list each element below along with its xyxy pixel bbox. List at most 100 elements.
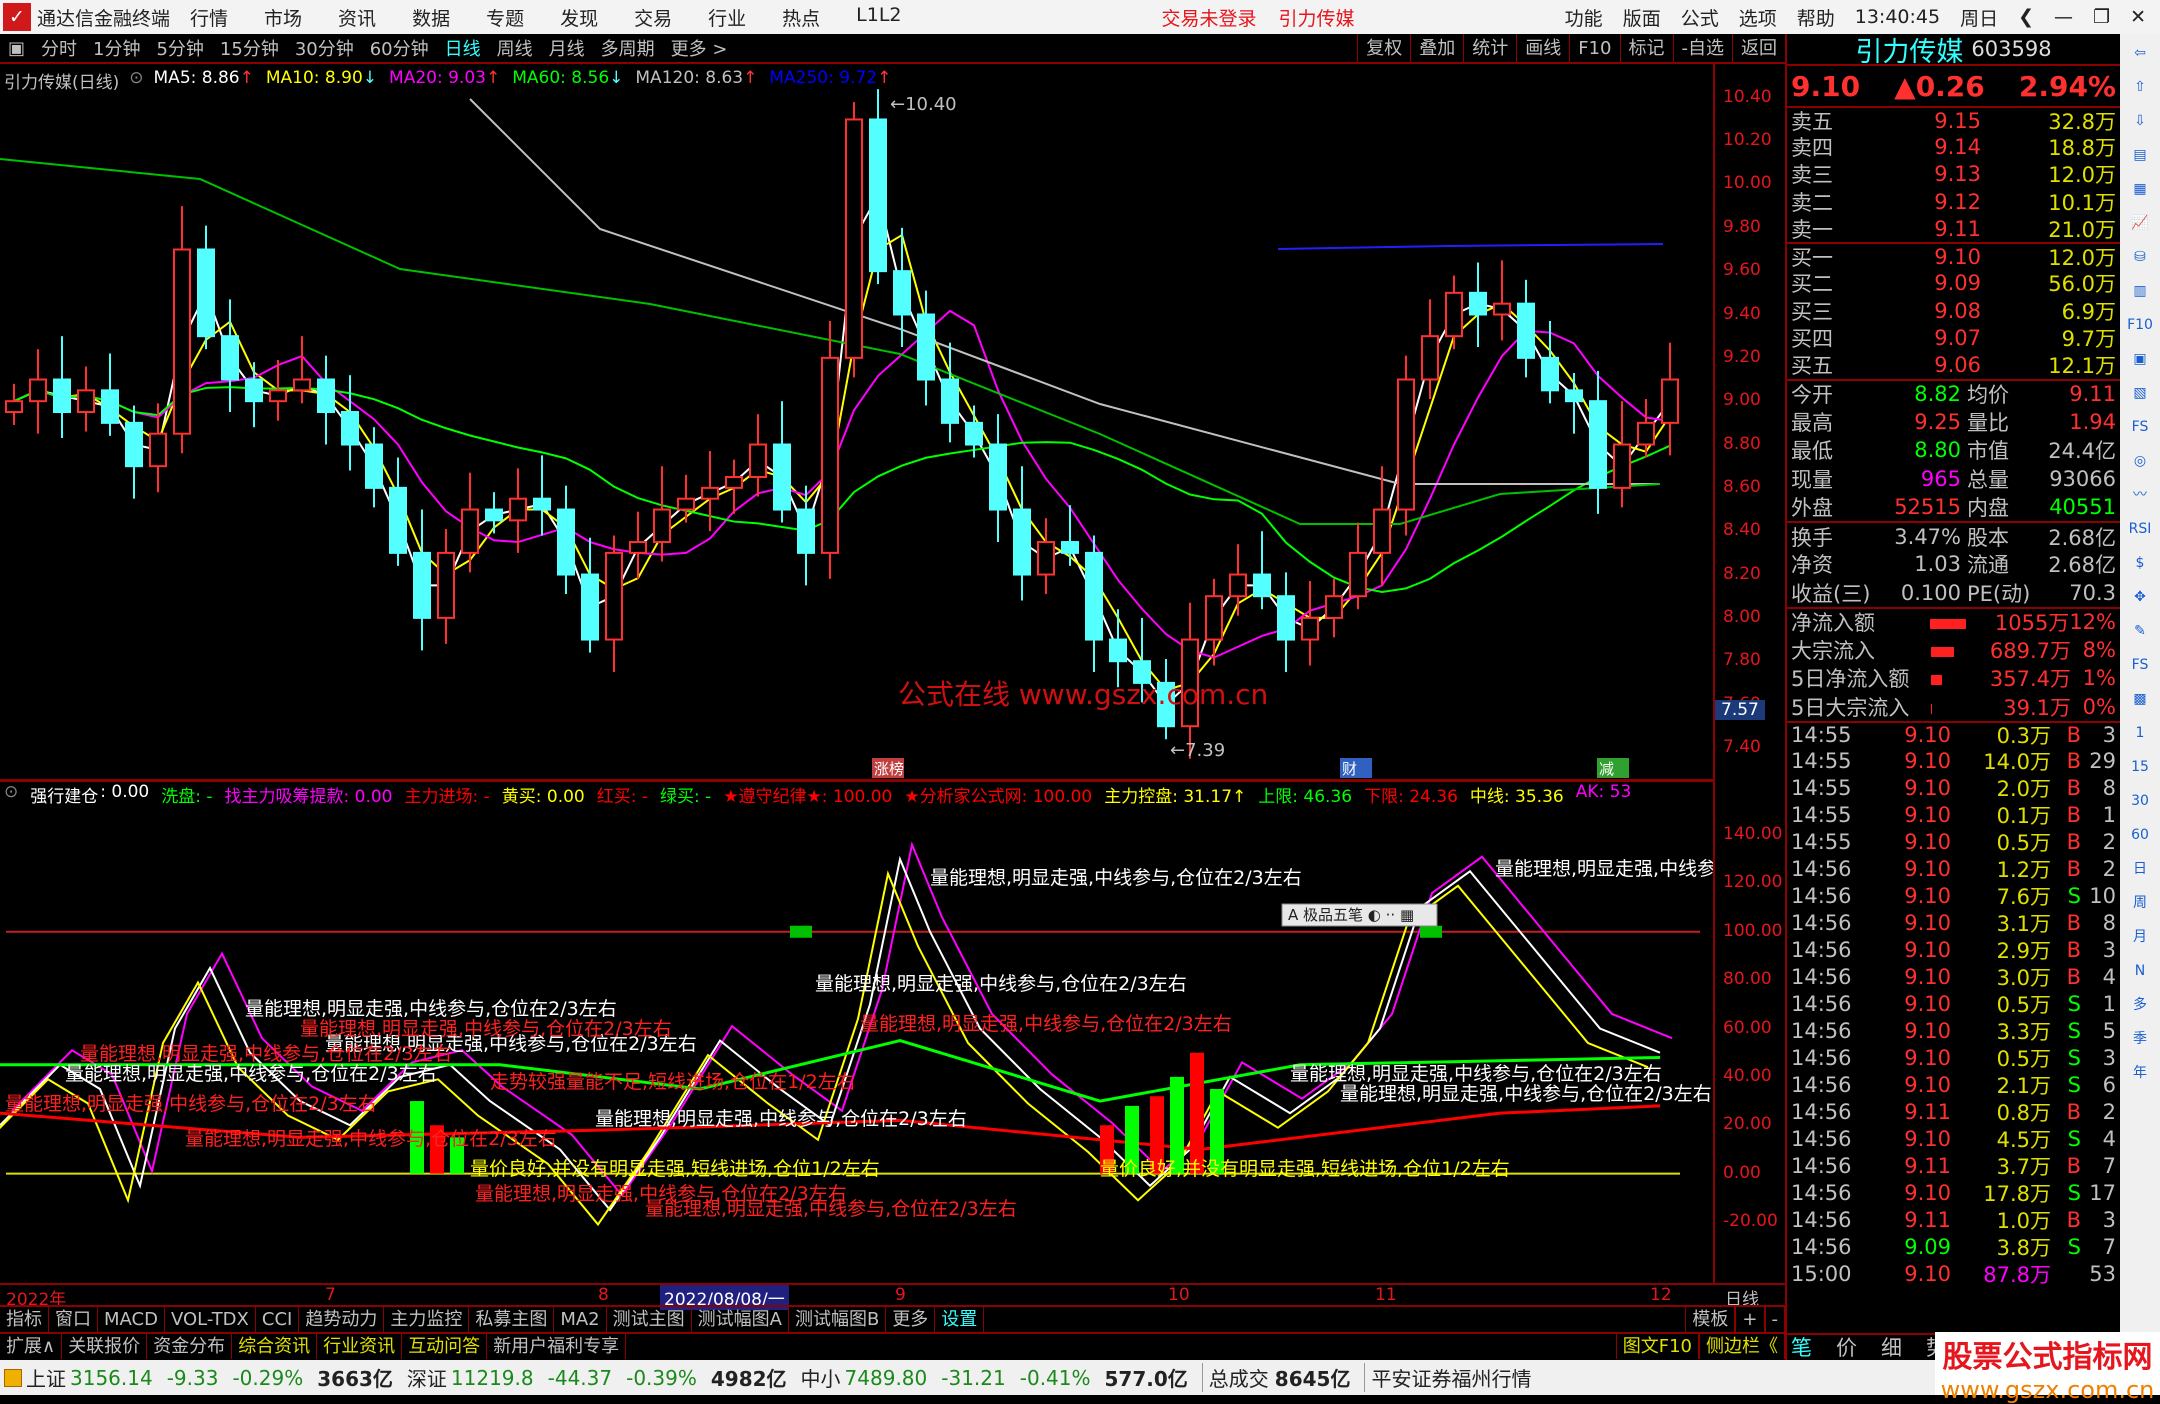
bids-row[interactable]: 买一 9.10 12.0万: [1787, 242, 2120, 270]
ime-popup[interactable]: A 极品五笔 ◐ ·· ▦: [1281, 903, 1438, 927]
indicator-tab-10[interactable]: 测试幅图A: [692, 1307, 789, 1332]
tool-button-4[interactable]: F10: [1569, 34, 1619, 62]
quote-tab-1[interactable]: 价: [1836, 1336, 1857, 1361]
status-icon[interactable]: [4, 1368, 22, 1387]
asks-row[interactable]: 卖一 9.11 21.0万: [1787, 215, 2120, 242]
side-icon-19[interactable]: ▩: [2133, 691, 2147, 707]
side-icon-4[interactable]: ▦: [2133, 181, 2147, 197]
side-icon-6[interactable]: ⛁: [2134, 249, 2146, 265]
ext-tab-3[interactable]: 综合资讯: [232, 1334, 318, 1359]
side-icon-15[interactable]: $: [2135, 555, 2145, 571]
asks-row[interactable]: 卖三 9.13 12.0万: [1787, 161, 2120, 188]
period-tab-7[interactable]: 周线: [496, 39, 533, 60]
tool-button-1[interactable]: 叠加: [1410, 34, 1463, 62]
side-icon-0[interactable]: ⇦: [2134, 45, 2146, 61]
kline-chart[interactable]: ←10.40 ←7.39 公式在线 www.gszx.com.cn 涨榜 财 减量能理想,…: [0, 64, 1713, 1284]
asks-row[interactable]: 卖四 9.14 18.8万: [1787, 133, 2120, 160]
menu-1[interactable]: 市场: [264, 7, 303, 30]
indicator-tab-6[interactable]: 主力监控: [384, 1307, 470, 1332]
right-menu-1[interactable]: 版面: [1622, 7, 1661, 30]
indicator-tab-12[interactable]: 更多: [886, 1307, 936, 1332]
menu-3[interactable]: 数据: [412, 7, 451, 30]
indicator-tab-3[interactable]: VOL-TDX: [165, 1307, 256, 1332]
side-icon-16[interactable]: ✥: [2134, 589, 2146, 605]
indicator-tab-8[interactable]: MA2: [554, 1307, 607, 1332]
indicator-tab-5[interactable]: 趋势动力: [299, 1307, 385, 1332]
side-icon-8[interactable]: F10: [2127, 317, 2153, 333]
side-icon-2[interactable]: ⇩: [2134, 113, 2146, 129]
indicator-toggle-icon[interactable]: ⊙: [4, 782, 19, 802]
zx-label[interactable]: 中小: [800, 1367, 841, 1391]
indicator-tab-4[interactable]: CCI: [256, 1307, 300, 1332]
right-menu-4[interactable]: 帮助: [1796, 7, 1835, 30]
stock-link[interactable]: 引力传媒: [1278, 7, 1355, 30]
asks-row[interactable]: 卖二 9.12 10.1万: [1787, 188, 2120, 215]
period-tab-2[interactable]: 5分钟: [156, 39, 204, 60]
ext-tab-6[interactable]: 新用户福利专享: [487, 1334, 627, 1359]
ext-tab-5[interactable]: 互动问答: [402, 1334, 488, 1359]
tool-button-6[interactable]: -自选: [1672, 34, 1733, 62]
menu-8[interactable]: 热点: [782, 7, 821, 30]
ext-tab-4[interactable]: 行业资讯: [317, 1334, 403, 1359]
login-status[interactable]: 交易未登录: [1161, 7, 1257, 30]
period-tab-3[interactable]: 15分钟: [219, 39, 279, 60]
ext-tab-1[interactable]: 关联报价: [62, 1334, 148, 1359]
close-icon[interactable]: ✕: [2130, 6, 2146, 28]
side-icon-28[interactable]: 多: [2133, 997, 2147, 1013]
indicator-tab-11[interactable]: 测试幅图B: [789, 1307, 887, 1332]
tool-button-7[interactable]: 返回: [1732, 34, 1785, 62]
side-icon-3[interactable]: ▤: [2133, 147, 2147, 163]
tool-button-3[interactable]: 画线: [1516, 34, 1569, 62]
side-icon-25[interactable]: 周: [2133, 895, 2147, 911]
side-icon-10[interactable]: ▧: [2133, 385, 2147, 401]
menu-2[interactable]: 资讯: [338, 7, 377, 30]
side-icon-23[interactable]: 60: [2131, 827, 2149, 843]
indicator-tab-13[interactable]: 设置: [935, 1307, 985, 1332]
minimize-icon[interactable]: —: [2054, 6, 2074, 28]
period-tab-0[interactable]: 分时: [41, 39, 78, 60]
period-tab-1[interactable]: 1分钟: [93, 39, 141, 60]
ext-right-0[interactable]: 图文F10: [1615, 1334, 1699, 1359]
quote-tab-0[interactable]: 笔: [1791, 1336, 1812, 1361]
tool-button-0[interactable]: 复权: [1357, 34, 1410, 62]
bids-row[interactable]: 买四 9.07 9.7万: [1787, 324, 2120, 351]
template-button-2[interactable]: -: [1764, 1307, 1785, 1332]
menu-5[interactable]: 发现: [560, 7, 599, 30]
restore-icon[interactable]: ❐: [2093, 6, 2111, 28]
indicator-tab-9[interactable]: 测试主图: [607, 1307, 692, 1332]
side-icon-17[interactable]: ✎: [2134, 623, 2146, 639]
ext-tab-2[interactable]: 资金分布: [147, 1334, 233, 1359]
side-icon-29[interactable]: 季: [2133, 1031, 2147, 1047]
menu-7[interactable]: 行业: [708, 7, 747, 30]
menu-0[interactable]: 行情: [190, 7, 229, 30]
side-icon-18[interactable]: FS: [2131, 657, 2149, 673]
side-icon-5[interactable]: 📈: [2131, 215, 2149, 231]
side-icon-21[interactable]: 15: [2131, 759, 2149, 775]
side-icon-30[interactable]: 年: [2133, 1065, 2147, 1081]
period-tab-10[interactable]: 更多 >: [670, 39, 728, 60]
side-icon-11[interactable]: FS: [2131, 419, 2149, 435]
side-icon-9[interactable]: ▣: [2133, 351, 2147, 367]
indicator-tab-1[interactable]: 窗口: [49, 1307, 98, 1332]
indicator-tab-2[interactable]: MACD: [98, 1307, 165, 1332]
menu-6[interactable]: 交易: [634, 7, 673, 30]
indicator-tab-7[interactable]: 私募主图: [469, 1307, 555, 1332]
side-icon-24[interactable]: 日: [2133, 861, 2147, 877]
expand-icon[interactable]: ⊙: [129, 68, 144, 88]
panel-toggle-icon[interactable]: ▣: [8, 37, 26, 59]
period-tab-8[interactable]: 月线: [548, 39, 585, 60]
period-tab-6[interactable]: 日线: [444, 39, 481, 60]
asks-row[interactable]: 卖五 9.15 32.8万: [1787, 106, 2120, 134]
side-icon-7[interactable]: ▥: [2133, 283, 2147, 299]
right-menu-0[interactable]: 功能: [1564, 7, 1603, 30]
side-icon-20[interactable]: 1: [2135, 725, 2145, 741]
bids-row[interactable]: 买二 9.09 56.0万: [1787, 270, 2120, 297]
bids-row[interactable]: 买三 9.08 6.9万: [1787, 297, 2120, 324]
side-icon-12[interactable]: ◎: [2133, 453, 2147, 469]
side-icon-22[interactable]: 30: [2131, 793, 2149, 809]
sh-label[interactable]: 上证: [26, 1367, 66, 1391]
right-menu-3[interactable]: 选项: [1738, 7, 1777, 30]
ext-right-1[interactable]: 侧边栏《: [1699, 1334, 1785, 1359]
side-icon-27[interactable]: N: [2134, 963, 2146, 979]
period-tab-5[interactable]: 60分钟: [369, 39, 429, 60]
